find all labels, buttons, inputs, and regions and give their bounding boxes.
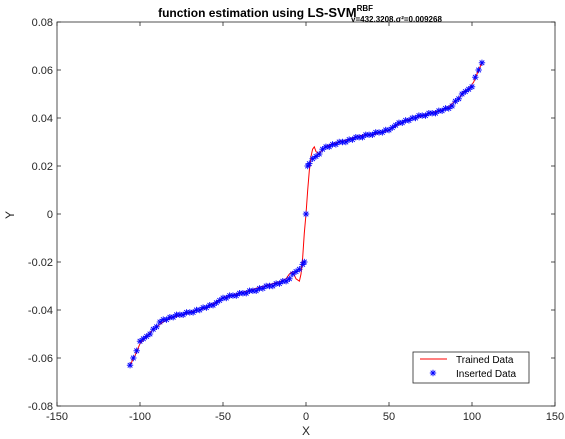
inserted-data-point [213, 299, 220, 306]
x-tick-label: -150 [46, 411, 68, 423]
legend-trained-label: Trained Data [456, 355, 514, 366]
inserted-data-point [349, 136, 356, 143]
y-tick-label: 0 [47, 209, 53, 221]
inserted-data-point [468, 83, 476, 90]
inserted-data-point [458, 90, 466, 98]
legend-inserted-label: Inserted Data [456, 369, 516, 380]
chart-title-subscript: γ=432.3208,σ²=0.009268 [351, 15, 442, 24]
legend-box [412, 351, 530, 384]
inserted-data-series [126, 59, 486, 369]
inserted-data-point [269, 282, 276, 290]
inserted-data-point [319, 146, 326, 153]
y-axis-label: Y [3, 211, 17, 219]
inserted-data-point [326, 143, 333, 150]
inserted-data-point [422, 112, 429, 119]
x-axis: -150 -100 -50 0 50 100 150 [46, 22, 564, 423]
inserted-data-point [302, 210, 310, 218]
chart-title-main: LS-SVM [307, 5, 356, 20]
y-axis: -0.08 -0.06 -0.04 -0.02 0 0.02 0.04 0.06 0.08 [28, 17, 555, 413]
inserted-data-point [465, 86, 472, 93]
inserted-data-point [332, 141, 340, 148]
inserted-data-point [369, 131, 376, 138]
inserted-data-point [432, 110, 439, 117]
inserted-data-point [156, 318, 164, 326]
x-tick-label: 100 [463, 411, 481, 423]
inserted-data-point [472, 74, 479, 81]
inserted-data-point [130, 354, 137, 362]
x-tick-label: -50 [215, 411, 231, 423]
inserted-data-point [455, 95, 462, 102]
inserted-data-point [392, 122, 399, 129]
inserted-data-point [209, 302, 217, 309]
inserted-data-point [170, 314, 177, 321]
y-tick-label: -0.06 [28, 353, 53, 365]
inserted-data-point [452, 98, 459, 105]
inserted-data-point [342, 138, 350, 146]
inserted-data-point [150, 326, 157, 333]
inserted-data-point [143, 333, 150, 340]
x-tick-label: 150 [546, 411, 564, 423]
inserted-data-point [126, 362, 134, 369]
inserted-data-point [438, 107, 446, 114]
chart-title-superscript: RBF [357, 4, 374, 13]
inserted-data-point [203, 304, 210, 311]
y-tick-label: -0.08 [28, 401, 53, 413]
x-axis-label: X [302, 424, 310, 438]
inserted-data-point [445, 105, 452, 112]
inserted-data-point [399, 119, 406, 126]
inserted-data-point [233, 292, 240, 299]
legend: Trained Data Inserted Data [412, 351, 530, 384]
chart-title: function estimation using LS-SVMRBF γ=432… [158, 4, 442, 24]
inserted-data-point [448, 102, 456, 110]
inserted-data-point [286, 275, 293, 282]
inserted-data-point [301, 258, 308, 266]
inserted-data-point [292, 268, 300, 275]
inserted-data-point [316, 150, 323, 158]
inserted-data-point [306, 160, 313, 167]
y-tick-label: 0.04 [32, 113, 53, 125]
inserted-data-point [379, 129, 386, 136]
inserted-data-point [478, 59, 486, 66]
inserted-data-point [253, 287, 260, 294]
y-tick-label: 0.02 [32, 161, 53, 173]
y-tick-label: -0.02 [28, 257, 53, 269]
inserted-data-point [216, 297, 223, 304]
inserted-data-point [243, 290, 250, 297]
inserted-data-point [282, 278, 290, 285]
legend-inserted-marker [429, 369, 437, 377]
inserted-data-point [462, 88, 469, 95]
legend-star-marker [429, 369, 437, 377]
y-tick-label: -0.04 [28, 305, 53, 317]
x-tick-label: -100 [129, 411, 151, 423]
inserted-data-point [196, 306, 203, 314]
inserted-data-point [223, 294, 230, 302]
inserted-data-point [412, 114, 419, 122]
y-tick-label: 0.08 [32, 17, 53, 29]
x-tick-label: 0 [303, 411, 309, 423]
inserted-data-point [389, 124, 396, 131]
y-tick-label: 0.06 [32, 65, 53, 77]
chart-title-prefix: function estimation using [158, 6, 307, 20]
inserted-data-point [153, 323, 160, 330]
inserted-data-point [163, 316, 170, 323]
inserted-data-point [385, 126, 393, 134]
inserted-data-point [359, 134, 366, 141]
inserted-data-point [179, 311, 187, 318]
inserted-data-point [289, 270, 296, 278]
inserted-data-point [312, 153, 320, 160]
inserted-data-point [146, 330, 154, 338]
x-tick-label: 50 [383, 411, 395, 423]
inserted-data-point [189, 309, 197, 316]
inserted-data-point [475, 66, 482, 74]
inserted-data-point [309, 155, 316, 162]
inserted-data-point [259, 285, 267, 292]
inserted-data-point [276, 280, 283, 287]
inserted-data-point [133, 347, 140, 354]
inserted-data-point [405, 117, 413, 124]
inserted-data-point [296, 266, 303, 273]
inserted-data-point [140, 335, 147, 342]
inserted-data-point [136, 338, 144, 345]
